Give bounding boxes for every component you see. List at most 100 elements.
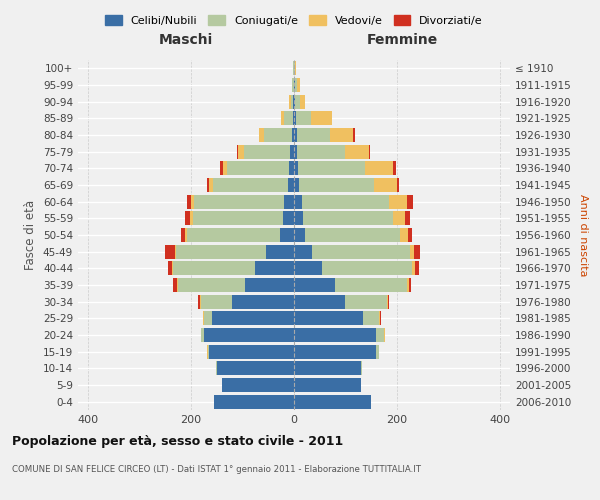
Bar (222, 378, 294, 392)
Bar (281, 112, 284, 126)
Bar (256, 261, 294, 276)
Bar (303, 211, 393, 226)
Bar (294, 112, 296, 126)
Bar (397, 178, 400, 192)
Bar (294, 344, 376, 359)
Bar (238, 144, 244, 159)
Bar (244, 144, 290, 159)
Bar (353, 128, 355, 142)
Bar (168, 261, 172, 276)
Bar (237, 144, 238, 159)
Bar (393, 162, 396, 175)
Bar (296, 112, 311, 126)
Y-axis label: Anni di nascita: Anni di nascita (578, 194, 588, 276)
Bar (299, 178, 374, 192)
Bar (335, 278, 407, 292)
Bar (288, 178, 294, 192)
Bar (302, 194, 389, 209)
Bar (290, 144, 294, 159)
Bar (388, 294, 389, 308)
Bar (404, 211, 410, 226)
Bar (245, 278, 294, 292)
Bar (204, 328, 294, 342)
Bar (295, 78, 297, 92)
Bar (187, 228, 280, 242)
Bar (380, 311, 382, 326)
Bar (217, 361, 294, 376)
Bar (283, 211, 294, 226)
Bar (294, 128, 296, 142)
Text: Maschi: Maschi (159, 32, 213, 46)
Bar (408, 228, 412, 242)
Bar (200, 294, 202, 308)
Bar (294, 378, 361, 392)
Bar (292, 128, 294, 142)
Bar (400, 228, 408, 242)
Bar (294, 94, 295, 109)
Bar (294, 194, 302, 209)
Bar (364, 311, 379, 326)
Bar (187, 194, 191, 209)
Bar (322, 261, 412, 276)
Bar (173, 278, 177, 292)
Bar (202, 294, 232, 308)
Bar (368, 144, 370, 159)
Bar (232, 294, 294, 308)
Y-axis label: Fasce di età: Fasce di età (25, 200, 37, 270)
Bar (294, 328, 376, 342)
Bar (227, 162, 289, 175)
Bar (294, 261, 322, 276)
Text: Femmine: Femmine (367, 32, 437, 46)
Bar (280, 228, 294, 242)
Bar (289, 162, 294, 175)
Bar (294, 394, 371, 409)
Bar (346, 144, 368, 159)
Bar (294, 162, 298, 175)
Bar (214, 394, 294, 409)
Bar (294, 361, 361, 376)
Bar (305, 228, 400, 242)
Bar (198, 294, 200, 308)
Bar (294, 144, 296, 159)
Legend: Celibi/Nubili, Coniugati/e, Vedovi/e, Divorziati/e: Celibi/Nubili, Coniugati/e, Vedovi/e, Di… (101, 10, 487, 30)
Bar (209, 178, 213, 192)
Bar (194, 194, 284, 209)
Bar (193, 211, 283, 226)
Bar (312, 244, 410, 259)
Bar (295, 94, 300, 109)
Bar (289, 94, 291, 109)
Bar (191, 194, 194, 209)
Bar (376, 328, 384, 342)
Bar (407, 194, 413, 209)
Bar (294, 278, 335, 292)
Bar (284, 194, 294, 209)
Bar (410, 244, 414, 259)
Bar (412, 261, 415, 276)
Bar (208, 344, 209, 359)
Bar (266, 244, 294, 259)
Bar (409, 278, 411, 292)
Bar (361, 361, 362, 376)
Bar (379, 311, 380, 326)
Bar (297, 78, 299, 92)
Bar (177, 278, 178, 292)
Bar (300, 94, 305, 109)
Bar (374, 178, 397, 192)
Bar (190, 211, 193, 226)
Bar (389, 194, 407, 209)
Bar (414, 244, 420, 259)
Bar (294, 294, 346, 308)
Bar (291, 94, 293, 109)
Bar (294, 311, 364, 326)
Bar (207, 178, 209, 192)
Bar (294, 211, 303, 226)
Bar (293, 112, 294, 126)
Bar (213, 178, 288, 192)
Bar (292, 78, 294, 92)
Bar (294, 244, 312, 259)
Text: Popolazione per età, sesso e stato civile - 2011: Popolazione per età, sesso e stato civil… (12, 435, 343, 448)
Bar (166, 244, 175, 259)
Bar (393, 211, 404, 226)
Bar (294, 228, 305, 242)
Bar (173, 261, 256, 276)
